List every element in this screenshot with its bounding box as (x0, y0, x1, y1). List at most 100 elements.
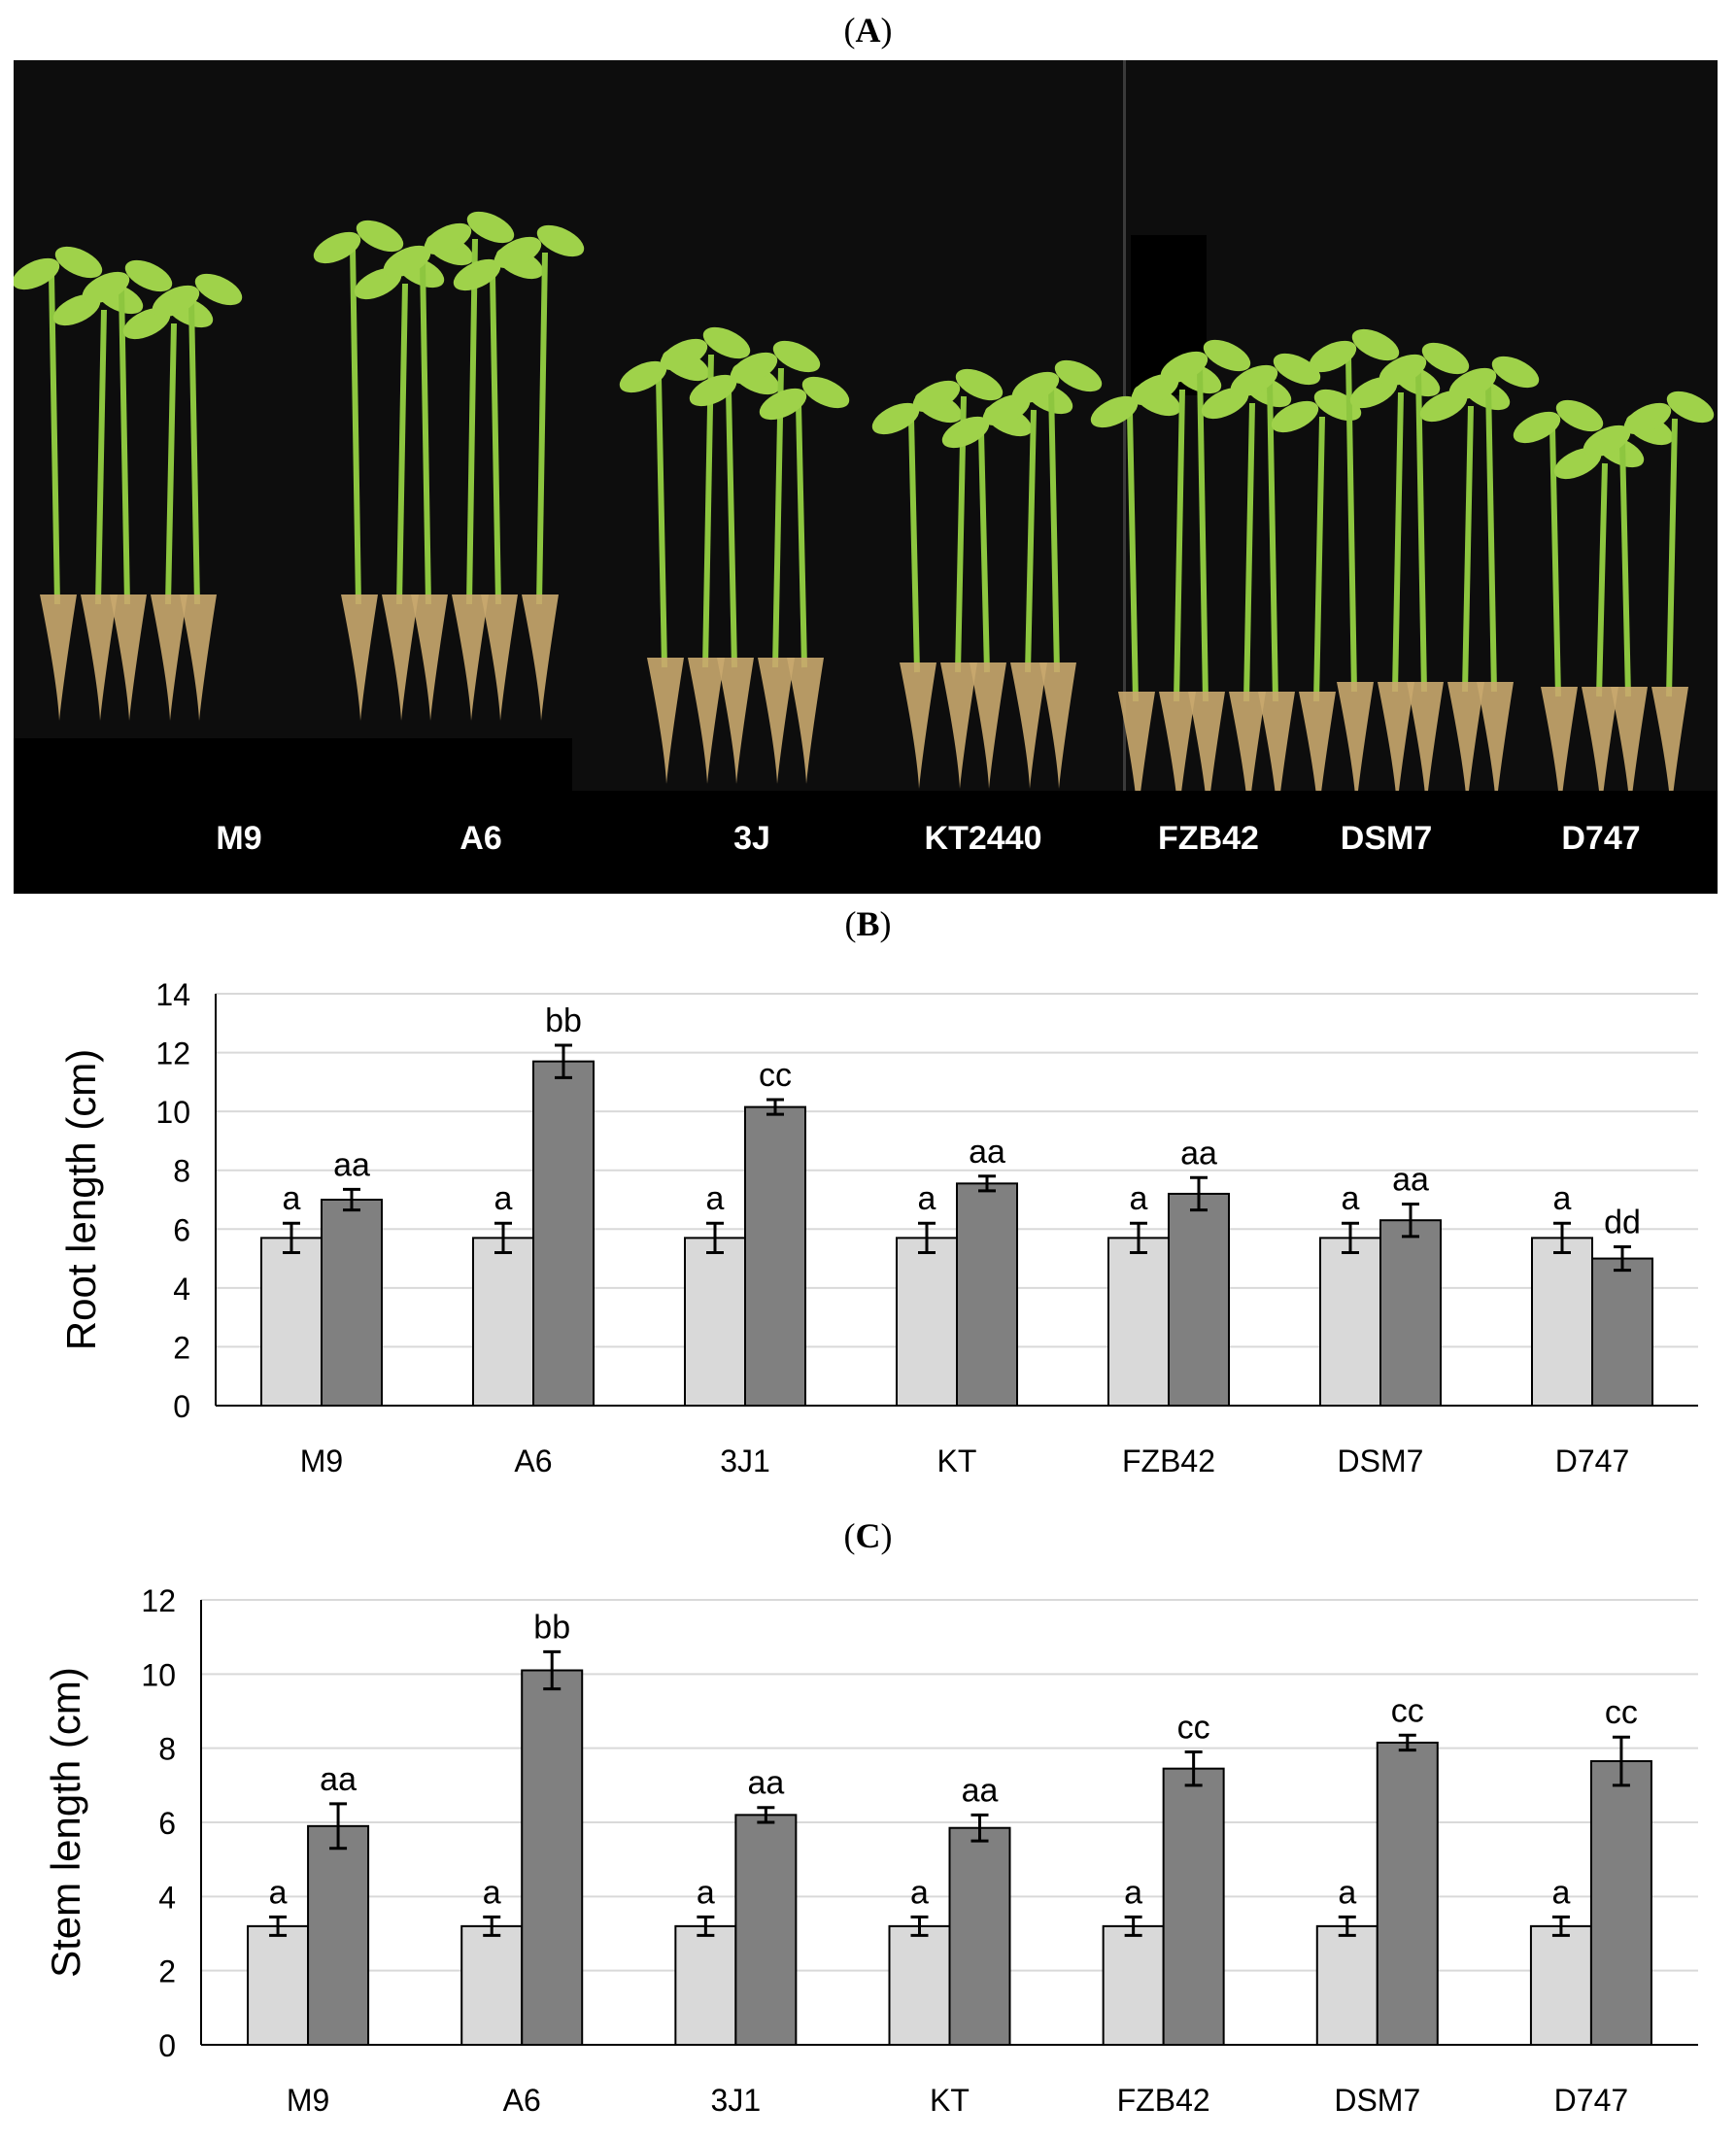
plant-leaf (1421, 342, 1470, 375)
plant-root (1159, 692, 1196, 818)
significance-label: a (483, 1874, 501, 1911)
bar-control (1319, 1237, 1381, 1407)
bar-control (888, 1924, 951, 2046)
x-tick-label: A6 (514, 1444, 552, 1478)
bar-control (260, 1237, 323, 1407)
plant-leaf (1309, 340, 1357, 373)
bar-control (674, 1924, 737, 2046)
bar-treated (1589, 1760, 1652, 2046)
plant-root (1407, 682, 1444, 808)
plant-root (1039, 662, 1076, 789)
plant-root (970, 662, 1006, 789)
plant-leaf (941, 416, 990, 449)
bar-control (1529, 1924, 1592, 2046)
plant-stem (1462, 405, 1474, 693)
plant-leaf (1623, 402, 1672, 435)
plant-stem (396, 283, 408, 605)
plant-stem (188, 300, 200, 605)
photo-divider (1123, 60, 1126, 894)
plant-root (1229, 692, 1266, 818)
significance-label: aa (1180, 1135, 1217, 1172)
panel-c-label: (C) (843, 1516, 893, 1555)
x-tick-label: 3J1 (711, 2083, 762, 2118)
plant-root (787, 658, 824, 784)
bar-treated (307, 1824, 370, 2047)
plant-stem (350, 247, 361, 605)
plant-leaf (1160, 351, 1208, 384)
bar-control (247, 1924, 310, 2046)
plant-leaf (1351, 328, 1400, 361)
plant-stem (796, 403, 807, 668)
plant-root (688, 658, 725, 784)
y-tick-label: 8 (173, 1154, 190, 1189)
plant-leaf (124, 259, 173, 292)
plant-root (151, 594, 187, 721)
y-tick-label: 4 (173, 1272, 190, 1307)
plant-stem (1345, 356, 1357, 693)
plant-leaf (801, 376, 850, 409)
y-tick-label: 0 (158, 2028, 176, 2063)
plant-root (1188, 692, 1225, 818)
plant-leaf (194, 273, 243, 306)
bar-treated (1168, 1192, 1230, 1407)
significance-label: aa (1392, 1162, 1429, 1199)
plant-leaf (689, 374, 737, 407)
plant-stem (119, 287, 130, 605)
plant-leaf (1513, 411, 1561, 444)
plant-root (1582, 687, 1618, 813)
significance-label: a (1551, 1874, 1570, 1911)
plant-root (758, 658, 795, 784)
plant-group (14, 211, 1715, 818)
plant-root (341, 594, 378, 721)
plant-leaf (702, 326, 751, 359)
plant-leaf (759, 388, 807, 421)
significance-label: a (1338, 1874, 1356, 1911)
panel-a-label: (A) (843, 11, 893, 50)
x-tick-label: A6 (503, 2083, 541, 2118)
plant-leaf (152, 285, 200, 318)
significance-label: cc (1605, 1694, 1638, 1731)
plant-root (1477, 682, 1514, 808)
y-tick-label: 12 (155, 1036, 190, 1071)
plant-leaf (54, 246, 103, 279)
bar-treated (744, 1105, 806, 1407)
plant-stem (1619, 440, 1631, 697)
plant-root (452, 594, 489, 721)
plant-leaf (1448, 367, 1497, 400)
bar-treated (532, 1060, 595, 1408)
plant-stem (1392, 391, 1404, 693)
plant-leaf (1054, 359, 1103, 392)
significance-label: dd (1604, 1204, 1641, 1240)
x-tick-label: 3J1 (720, 1444, 770, 1478)
y-axis-label: Root length (cm) (58, 1049, 104, 1350)
plant-root (940, 662, 977, 789)
label-strip-right (572, 791, 1718, 894)
plant-leaf (494, 236, 542, 269)
bar-treated (321, 1199, 383, 1407)
plant-stem (978, 431, 990, 673)
x-tick-label: M9 (287, 2083, 329, 2118)
plant-stem (1485, 383, 1497, 693)
bar-control (1315, 1924, 1379, 2046)
plant-stem (1267, 380, 1278, 702)
plant-leaf (871, 402, 920, 435)
x-tick-label: KT (937, 1444, 977, 1478)
y-tick-label: 4 (158, 1880, 176, 1915)
significance-label: cc (1177, 1709, 1210, 1746)
photo-label-kt2440: KT2440 (925, 820, 1042, 857)
plant-leaf (730, 352, 778, 385)
plant-stem (466, 238, 478, 605)
plant-stem (726, 390, 737, 668)
plant-stem (536, 252, 548, 605)
photo-label-fzb42: FZB42 (1158, 820, 1259, 857)
plant-leaf (1090, 395, 1139, 428)
plant-stem (490, 274, 501, 605)
plant-leaf (619, 360, 667, 393)
plant-stem (1666, 418, 1678, 697)
x-tick-label: D747 (1554, 2083, 1629, 2118)
significance-label: cc (1391, 1692, 1424, 1729)
x-tick-label: DSM7 (1338, 1444, 1424, 1478)
plant-root (40, 594, 77, 721)
bar-control (472, 1237, 534, 1407)
